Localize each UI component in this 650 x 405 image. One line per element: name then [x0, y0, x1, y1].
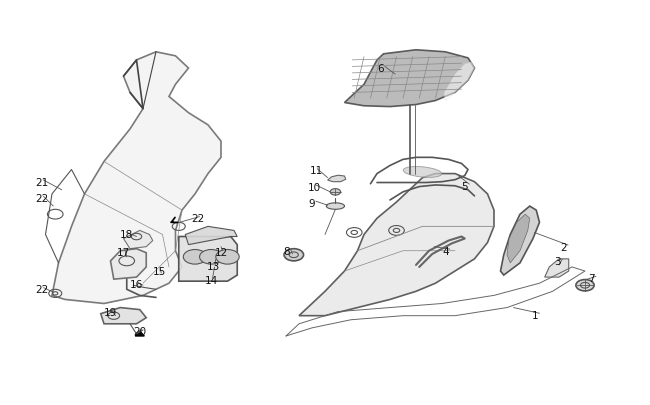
- Text: 1: 1: [532, 310, 538, 320]
- Ellipse shape: [326, 203, 344, 210]
- Circle shape: [216, 250, 239, 264]
- Text: 16: 16: [130, 279, 143, 289]
- Circle shape: [183, 250, 207, 264]
- Polygon shape: [111, 249, 146, 279]
- Polygon shape: [135, 331, 144, 336]
- Text: 12: 12: [214, 247, 227, 257]
- Text: 2: 2: [560, 242, 567, 252]
- Text: 3: 3: [554, 256, 561, 266]
- Text: 21: 21: [36, 177, 49, 187]
- Text: 22: 22: [192, 214, 205, 224]
- Polygon shape: [344, 51, 474, 107]
- Text: 5: 5: [462, 181, 468, 191]
- Text: 8: 8: [283, 246, 289, 256]
- Polygon shape: [179, 237, 237, 281]
- Text: 22: 22: [36, 285, 49, 294]
- Text: 9: 9: [308, 198, 315, 208]
- Text: 17: 17: [117, 247, 130, 257]
- Circle shape: [330, 189, 341, 196]
- Polygon shape: [101, 308, 146, 324]
- Circle shape: [284, 249, 304, 261]
- Text: 14: 14: [205, 275, 218, 285]
- Polygon shape: [545, 259, 569, 277]
- Polygon shape: [500, 207, 540, 275]
- Circle shape: [200, 250, 223, 264]
- Text: 15: 15: [153, 266, 166, 276]
- Polygon shape: [185, 227, 237, 245]
- Polygon shape: [299, 174, 494, 316]
- Text: 20: 20: [133, 326, 146, 336]
- Polygon shape: [328, 176, 346, 182]
- Circle shape: [576, 280, 594, 291]
- Text: 13: 13: [207, 261, 220, 271]
- Polygon shape: [507, 215, 530, 263]
- Ellipse shape: [403, 167, 442, 178]
- Text: 18: 18: [120, 230, 133, 240]
- Text: 11: 11: [309, 166, 322, 176]
- Text: 10: 10: [308, 182, 321, 192]
- Polygon shape: [124, 231, 153, 249]
- Text: 6: 6: [377, 64, 384, 74]
- Text: 22: 22: [36, 194, 49, 203]
- Text: 7: 7: [588, 273, 595, 283]
- Polygon shape: [52, 53, 221, 304]
- Text: 4: 4: [442, 246, 448, 256]
- Polygon shape: [444, 63, 474, 101]
- Text: 19: 19: [104, 308, 117, 318]
